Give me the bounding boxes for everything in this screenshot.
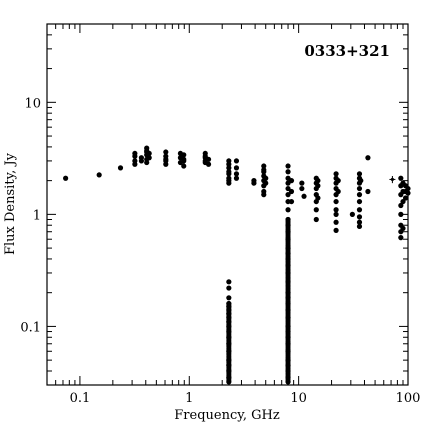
data-point — [226, 165, 232, 171]
data-point — [233, 175, 240, 181]
data-point — [226, 169, 232, 175]
data-point — [226, 158, 232, 164]
data-point — [315, 183, 321, 189]
data-point — [356, 219, 363, 225]
data-point — [226, 178, 232, 184]
data-point — [400, 198, 406, 205]
data-point — [405, 190, 411, 196]
data-point — [288, 178, 295, 184]
x-tick-label: 100 — [396, 391, 421, 406]
data-point — [333, 219, 339, 225]
data-point — [288, 198, 295, 205]
data-point — [205, 161, 212, 167]
data-point-with-error — [390, 177, 394, 182]
data-point — [335, 188, 341, 195]
y-tick-label: 10 — [24, 96, 41, 111]
data-point — [405, 185, 411, 192]
data-point — [146, 155, 152, 161]
data-point — [181, 158, 187, 164]
data-point — [301, 193, 307, 199]
data-point — [313, 216, 319, 223]
data-point — [349, 211, 355, 217]
data-point — [181, 152, 187, 158]
data-point — [285, 185, 291, 192]
x-tick-label: 0.1 — [70, 391, 91, 406]
data-points — [63, 145, 411, 385]
data-point — [402, 195, 409, 201]
data-point — [333, 171, 339, 177]
axis-ticks — [46, 23, 409, 386]
x-axis-label: Frequency, GHz — [174, 408, 280, 423]
y-tick-label: 1 — [33, 208, 41, 223]
data-point — [132, 150, 138, 157]
data-point — [226, 279, 232, 285]
data-point — [398, 211, 404, 217]
data-point — [398, 235, 404, 241]
data-point — [398, 202, 404, 209]
data-point — [205, 156, 212, 162]
data-point — [261, 163, 267, 169]
data-point — [285, 192, 291, 198]
data-point — [356, 223, 363, 230]
plot-frame — [46, 23, 409, 386]
data-point — [365, 188, 371, 195]
data-point — [202, 150, 208, 157]
data-point — [233, 165, 240, 171]
data-point — [144, 159, 150, 166]
data-point — [288, 188, 295, 195]
data-point — [146, 150, 152, 157]
data-point — [358, 178, 364, 184]
data-point — [285, 169, 291, 175]
data-point — [356, 207, 363, 213]
data-point — [333, 198, 339, 205]
data-point — [299, 185, 305, 192]
data-point — [261, 192, 267, 198]
data-point — [96, 172, 102, 178]
data-point — [285, 163, 291, 169]
data-point — [315, 178, 321, 184]
data-point — [333, 211, 339, 217]
data-point — [226, 377, 232, 383]
data-point — [263, 180, 269, 186]
data-point — [163, 149, 169, 155]
data-point — [356, 192, 363, 198]
data-point — [313, 207, 319, 213]
y-tick-label: 0.1 — [20, 320, 41, 335]
data-point — [356, 171, 363, 177]
data-point — [163, 156, 169, 162]
x-tick-label: 10 — [290, 391, 307, 406]
data-point — [181, 163, 187, 169]
data-point — [315, 195, 321, 201]
data-point — [333, 227, 339, 233]
y-axis-label: Flux Density, Jy — [3, 152, 18, 255]
data-point — [263, 175, 269, 181]
data-point — [356, 198, 363, 205]
data-point — [333, 207, 339, 213]
data-point — [365, 155, 371, 161]
data-point — [132, 161, 138, 167]
data-point — [117, 165, 124, 171]
data-point — [335, 178, 341, 184]
data-point — [400, 225, 406, 231]
chart-title: 0333+321 — [304, 42, 390, 60]
tick-labels: 0.1 1 10 100 0.1 1 10 — [20, 96, 420, 406]
data-point — [233, 158, 240, 164]
data-point — [63, 175, 69, 181]
data-point — [356, 214, 363, 220]
data-point — [285, 378, 291, 384]
data-point — [356, 185, 363, 192]
data-point — [261, 167, 267, 173]
x-tick-label: 1 — [185, 391, 193, 406]
data-point — [233, 171, 240, 177]
data-point — [299, 180, 305, 186]
data-point — [144, 145, 150, 151]
data-point — [138, 158, 145, 164]
data-point — [398, 175, 404, 181]
data-point — [163, 161, 169, 167]
data-point — [226, 295, 232, 301]
data-point — [226, 285, 232, 291]
data-point — [285, 207, 291, 213]
data-point — [251, 180, 257, 186]
